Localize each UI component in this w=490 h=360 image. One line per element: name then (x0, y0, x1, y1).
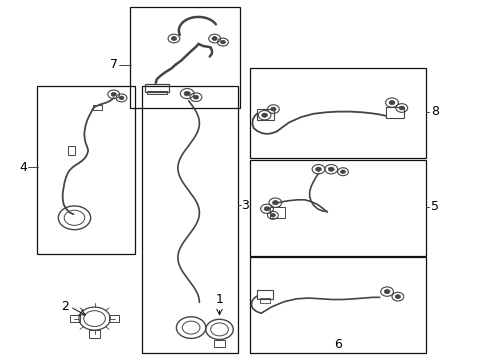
Circle shape (172, 37, 176, 40)
Bar (250, 68, 426, 158)
Text: 5: 5 (431, 201, 439, 213)
Circle shape (212, 37, 217, 40)
Bar (270, 207, 285, 218)
Text: 7: 7 (110, 58, 118, 71)
Circle shape (271, 107, 276, 111)
Circle shape (399, 106, 404, 110)
Bar (93, 105, 102, 110)
Circle shape (384, 289, 390, 294)
Text: 2: 2 (61, 300, 69, 313)
Bar (147, 91, 167, 94)
Circle shape (328, 167, 334, 171)
Text: 3: 3 (242, 199, 249, 212)
Bar (130, 7, 240, 108)
Bar (145, 84, 169, 92)
Circle shape (316, 167, 321, 171)
Bar (214, 340, 225, 347)
Bar (260, 298, 270, 303)
Bar (37, 86, 135, 254)
Circle shape (264, 207, 270, 211)
Bar (250, 257, 426, 353)
Text: 8: 8 (431, 105, 439, 118)
Circle shape (262, 113, 268, 117)
Circle shape (111, 93, 116, 96)
Bar (250, 160, 426, 256)
Bar (142, 86, 238, 353)
Circle shape (272, 201, 278, 205)
Text: 6: 6 (334, 338, 342, 351)
Bar (68, 146, 75, 155)
Circle shape (220, 40, 225, 44)
Circle shape (184, 91, 190, 96)
Bar (257, 290, 273, 299)
Circle shape (389, 100, 395, 105)
Bar (89, 330, 100, 338)
Text: 4: 4 (19, 161, 27, 174)
Circle shape (341, 170, 345, 174)
Bar (386, 107, 404, 118)
Bar (70, 315, 80, 322)
Bar (257, 109, 274, 120)
Circle shape (119, 96, 124, 100)
Circle shape (194, 95, 198, 99)
Text: 1: 1 (216, 293, 223, 306)
Bar (109, 315, 119, 322)
Circle shape (270, 213, 275, 217)
Circle shape (395, 295, 400, 298)
